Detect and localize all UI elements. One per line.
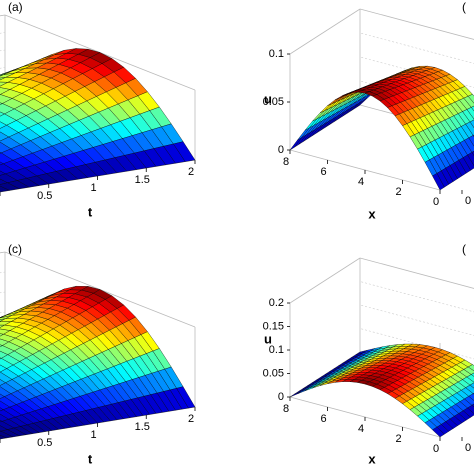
surface-patch bbox=[0, 102, 3, 106]
surface-patch bbox=[432, 426, 445, 438]
box-edge bbox=[0, 251, 6, 254]
z-tick-label: 0 bbox=[278, 391, 284, 403]
panel: 00.511.52t(a) bbox=[0, 0, 196, 219]
x-tick-label: 6 bbox=[320, 413, 326, 425]
y-tick-label: 0 bbox=[465, 442, 471, 454]
surface-patch bbox=[0, 434, 8, 440]
z-tick-label: 0.15 bbox=[263, 320, 284, 332]
panel-label: ( bbox=[462, 242, 466, 256]
z-tick-label: 0 bbox=[278, 144, 284, 156]
x-tick-label: 8 bbox=[283, 403, 289, 415]
box-edge bbox=[359, 257, 474, 289]
x-tick-label: 2 bbox=[188, 413, 194, 425]
x-tick-label: 6 bbox=[320, 166, 326, 178]
x-axis-label: x bbox=[368, 206, 376, 221]
surface-patch bbox=[432, 173, 445, 191]
x-axis-label: x bbox=[368, 451, 376, 466]
panel: 0 2 4 6 8 x 0 0.05 0.1 u 0 ( bbox=[263, 0, 474, 221]
surface-patch bbox=[176, 386, 196, 409]
panel: 00.511.52t(c) bbox=[0, 242, 196, 466]
x-tick-label: 0 bbox=[433, 196, 439, 208]
x-axis-label: t bbox=[88, 451, 93, 466]
x-tick-label: 0.5 bbox=[37, 437, 52, 449]
panel-label: (c) bbox=[8, 242, 22, 256]
z-tick-label: 0.2 bbox=[269, 297, 284, 309]
x-tick-label: 0.5 bbox=[37, 190, 52, 202]
box-grid bbox=[359, 304, 474, 336]
z-tick-label: 0.05 bbox=[263, 96, 284, 108]
box-edge bbox=[0, 14, 6, 17]
box-grid bbox=[0, 32, 6, 34]
z-tick-label: 0.1 bbox=[269, 48, 284, 60]
x-tick-label: 2 bbox=[395, 186, 401, 198]
panel: 0 2 4 6 8 x 0 0.05 0.1 0.15 0.2 u 0 ( bbox=[263, 242, 474, 466]
panel-label: (a) bbox=[8, 0, 23, 14]
box-edge bbox=[289, 257, 361, 304]
x-tick-label: 2 bbox=[395, 433, 401, 445]
z-axis-label: u bbox=[264, 331, 272, 346]
box-edge bbox=[359, 8, 474, 40]
x-tick-label: 4 bbox=[358, 423, 364, 435]
x-tick-label: 4 bbox=[358, 176, 364, 188]
surface-patch bbox=[173, 141, 196, 162]
box-grid bbox=[359, 281, 474, 313]
box-grid bbox=[0, 271, 6, 274]
x-tick-label: 1 bbox=[90, 429, 96, 441]
z-tick-label: 0.1 bbox=[269, 344, 284, 356]
x-tick-label: 1.5 bbox=[135, 421, 150, 433]
x-tick-label: 1.5 bbox=[135, 174, 150, 186]
x-tick-label: 8 bbox=[283, 156, 289, 168]
surface-patch bbox=[289, 390, 302, 398]
x-tick-label: 2 bbox=[188, 166, 194, 178]
y-tick-label: 0 bbox=[465, 195, 471, 207]
z-axis-label: u bbox=[264, 91, 272, 106]
panel-label: ( bbox=[462, 0, 466, 14]
z-tick-label: 0.05 bbox=[263, 367, 284, 379]
box-grid bbox=[359, 32, 474, 64]
x-tick-label: 0 bbox=[433, 443, 439, 455]
x-axis-label: t bbox=[88, 204, 93, 219]
x-tick-label: 1 bbox=[90, 182, 96, 194]
surface-patch bbox=[0, 185, 11, 193]
surface-patch bbox=[471, 403, 474, 408]
box-edge bbox=[289, 8, 361, 55]
